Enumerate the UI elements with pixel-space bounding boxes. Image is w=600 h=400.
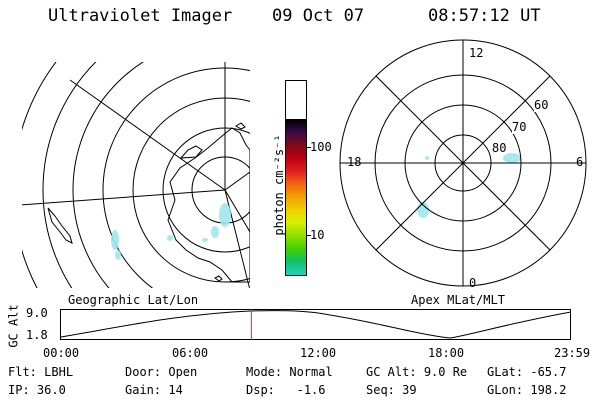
apex-panel-label: Apex MLat/MLT bbox=[411, 293, 505, 307]
coastline bbox=[167, 127, 250, 283]
alt-xtick-1200: 12:00 bbox=[300, 346, 337, 360]
colorbar bbox=[285, 80, 307, 276]
instrument-title: Ultraviolet Imager bbox=[48, 6, 233, 26]
colorbar-tick-mark bbox=[307, 147, 311, 148]
alt-xtick-0000: 00:00 bbox=[43, 346, 80, 360]
mlt-label-12: 12 bbox=[469, 46, 484, 60]
alt-ytick-high: 9.0 bbox=[26, 306, 48, 320]
lat-label-60: 60 bbox=[534, 98, 549, 112]
colorbar-unit-label: photon cm⁻²s⁻¹ bbox=[272, 134, 286, 236]
alt-ytick-low: 1.8 bbox=[26, 328, 48, 342]
time-label: 08:57:12 UT bbox=[428, 6, 541, 26]
apex-polar-plot bbox=[339, 39, 587, 287]
status-mode: Mode: Normal bbox=[246, 365, 333, 379]
colorbar-tick-mark bbox=[307, 235, 311, 236]
lat-label-80: 80 bbox=[492, 141, 507, 155]
status-ip: IP: 36.0 bbox=[8, 383, 66, 397]
lat-label-70: 70 bbox=[512, 120, 527, 134]
status-seq: Seq: 39 bbox=[366, 383, 417, 397]
status-glon: GLon: 198.2 bbox=[487, 383, 567, 397]
status-door: Door: Open bbox=[125, 365, 198, 379]
status-gc-alt: GC Alt: 9.0 Re bbox=[366, 365, 468, 379]
mlt-label-18: 18 bbox=[347, 155, 362, 169]
status-filter: Flt: LBHL bbox=[8, 365, 74, 379]
mlt-label-0: 0 bbox=[469, 276, 477, 290]
alt-xtick-0600: 06:00 bbox=[172, 346, 209, 360]
date-label: 09 Oct 07 bbox=[272, 6, 365, 26]
gc-alt-axis-label: GC Alt bbox=[6, 304, 21, 348]
colorbar-tick-10: 10 bbox=[310, 228, 325, 242]
altitude-curve bbox=[60, 310, 572, 339]
geographic-panel-label: Geographic Lat/Lon bbox=[68, 293, 199, 307]
geographic-map bbox=[22, 62, 250, 288]
alt-xtick-2359: 23:59 bbox=[554, 346, 591, 360]
alt-xtick-1800: 18:00 bbox=[428, 346, 465, 360]
status-glat: GLat: -65.7 bbox=[487, 365, 567, 379]
mlt-label-6: 6 bbox=[576, 155, 584, 169]
status-gain: Gain: 14 bbox=[125, 383, 183, 397]
new-zealand bbox=[47, 207, 73, 244]
aurora-emission bbox=[111, 203, 231, 260]
status-dsp: Dsp: -1.6 bbox=[246, 383, 326, 397]
colorbar-tick-100: 100 bbox=[310, 140, 332, 154]
altitude-plot bbox=[60, 309, 572, 340]
altitude-plot-frame bbox=[60, 309, 571, 340]
